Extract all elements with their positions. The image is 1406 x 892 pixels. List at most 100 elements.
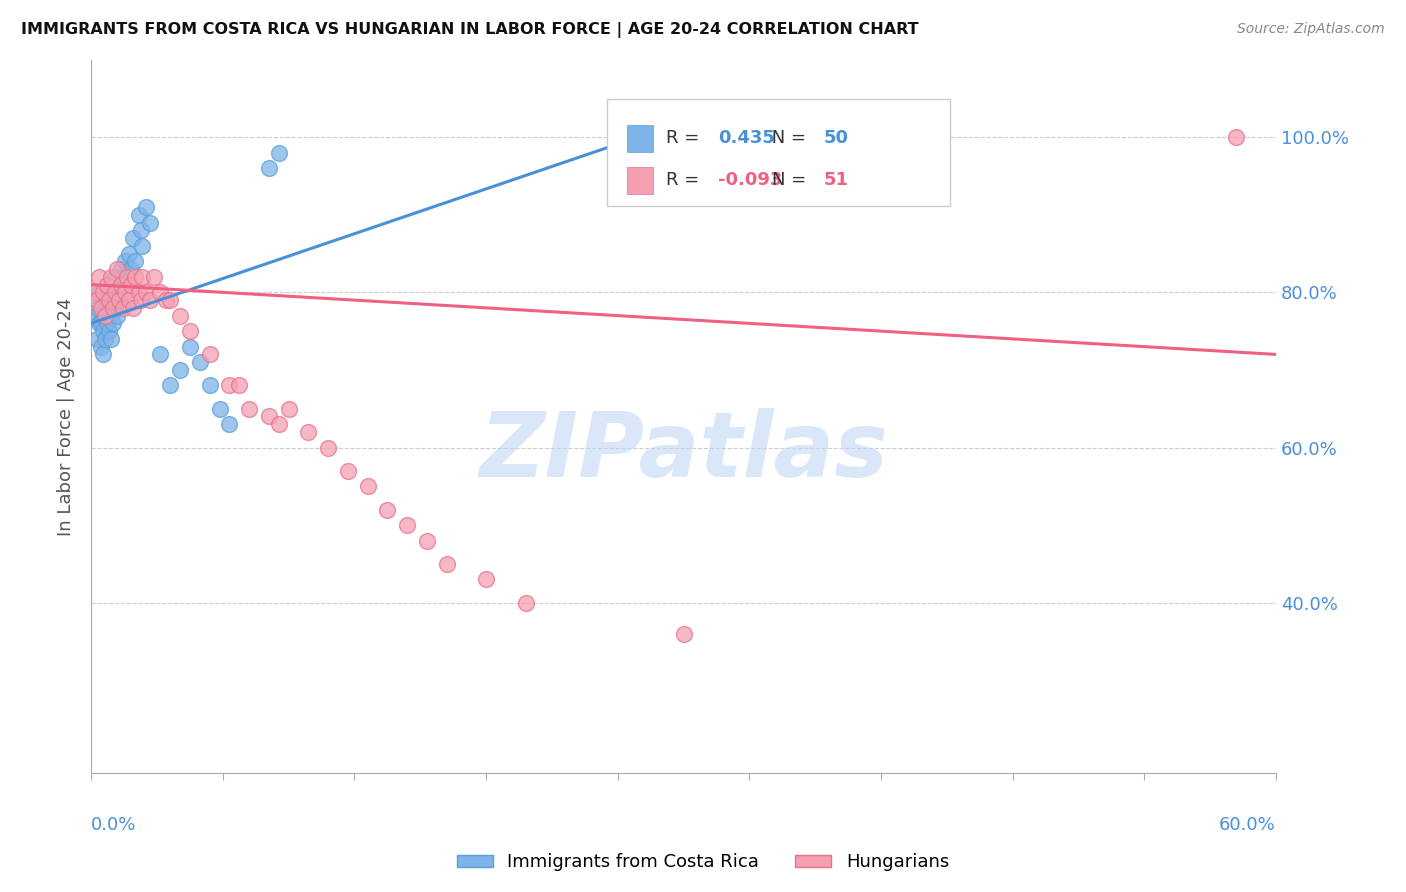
Point xyxy=(97,293,120,307)
Point xyxy=(105,309,128,323)
Point xyxy=(107,293,129,307)
Point xyxy=(316,441,339,455)
Point xyxy=(188,355,211,369)
Point xyxy=(107,293,129,307)
Point xyxy=(120,262,142,277)
Point xyxy=(267,417,290,432)
Point xyxy=(101,293,124,307)
Point xyxy=(96,277,118,292)
Text: Source: ZipAtlas.com: Source: ZipAtlas.com xyxy=(1237,22,1385,37)
Text: ZIPatlas: ZIPatlas xyxy=(479,409,889,496)
Point xyxy=(115,269,138,284)
Point xyxy=(143,269,166,284)
Point xyxy=(96,317,118,331)
Point xyxy=(124,269,146,284)
Point xyxy=(104,301,127,315)
Point xyxy=(87,317,110,331)
Point xyxy=(100,285,122,300)
Point xyxy=(104,269,127,284)
Point xyxy=(436,557,458,571)
Point xyxy=(100,269,122,284)
Text: -0.093: -0.093 xyxy=(718,171,782,189)
Point xyxy=(90,317,112,331)
Point xyxy=(297,425,319,439)
Point xyxy=(149,285,172,300)
Point xyxy=(84,285,107,300)
Point xyxy=(139,215,162,229)
Point xyxy=(100,332,122,346)
Point xyxy=(124,254,146,268)
Point xyxy=(515,596,537,610)
Point xyxy=(84,309,107,323)
Point xyxy=(128,208,150,222)
Point xyxy=(118,293,141,307)
Point xyxy=(336,464,359,478)
Point xyxy=(179,340,201,354)
Point xyxy=(96,285,118,300)
Point xyxy=(97,301,120,315)
Point xyxy=(159,378,181,392)
Point xyxy=(169,309,191,323)
Point xyxy=(94,309,117,323)
Point xyxy=(90,340,112,354)
FancyBboxPatch shape xyxy=(606,99,950,206)
Point xyxy=(86,332,108,346)
Y-axis label: In Labor Force | Age 20-24: In Labor Force | Age 20-24 xyxy=(58,297,75,536)
Point xyxy=(277,401,299,416)
Point xyxy=(104,285,127,300)
Point xyxy=(114,254,136,268)
Point xyxy=(356,479,378,493)
Point xyxy=(86,301,108,315)
Point xyxy=(129,293,152,307)
Point xyxy=(91,285,114,300)
Point xyxy=(94,332,117,346)
Point xyxy=(118,246,141,260)
Point xyxy=(139,293,162,307)
Bar xyxy=(627,125,652,152)
Point xyxy=(1225,130,1247,145)
Point xyxy=(115,277,138,292)
Point xyxy=(105,285,128,300)
Bar xyxy=(627,167,652,194)
Point xyxy=(257,161,280,176)
Point xyxy=(228,378,250,392)
Point xyxy=(238,401,260,416)
Point xyxy=(121,231,143,245)
Point xyxy=(94,309,117,323)
Point xyxy=(475,573,498,587)
Point xyxy=(100,309,122,323)
Point xyxy=(208,401,231,416)
Point xyxy=(111,301,134,315)
Point xyxy=(416,533,439,548)
Point xyxy=(396,518,419,533)
Text: 50: 50 xyxy=(824,129,848,147)
Point xyxy=(149,347,172,361)
Point xyxy=(129,223,152,237)
Point xyxy=(218,417,240,432)
Point xyxy=(155,293,177,307)
Text: N =: N = xyxy=(772,171,813,189)
Text: R =: R = xyxy=(666,171,704,189)
Point xyxy=(110,277,132,292)
Text: R =: R = xyxy=(666,129,704,147)
Point xyxy=(131,239,153,253)
Point xyxy=(377,502,399,516)
Point xyxy=(114,285,136,300)
Text: N =: N = xyxy=(766,129,813,147)
Point xyxy=(111,269,134,284)
Point xyxy=(198,378,221,392)
Point xyxy=(159,293,181,307)
Point xyxy=(101,317,124,331)
Point xyxy=(128,285,150,300)
Text: 0.0%: 0.0% xyxy=(91,816,136,834)
Point xyxy=(87,285,110,300)
Point xyxy=(131,269,153,284)
Text: IMMIGRANTS FROM COSTA RICA VS HUNGARIAN IN LABOR FORCE | AGE 20-24 CORRELATION C: IMMIGRANTS FROM COSTA RICA VS HUNGARIAN … xyxy=(21,22,918,38)
Point xyxy=(121,301,143,315)
Point xyxy=(110,262,132,277)
Point xyxy=(135,200,157,214)
Text: 0.435: 0.435 xyxy=(718,129,775,147)
Point xyxy=(198,347,221,361)
Point xyxy=(179,324,201,338)
Point xyxy=(87,269,110,284)
